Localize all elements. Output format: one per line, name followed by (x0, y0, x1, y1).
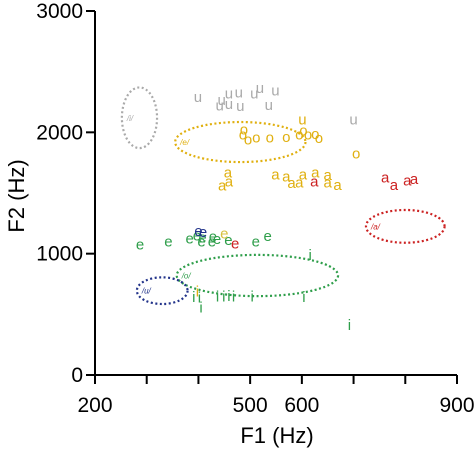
data-point: u (215, 97, 223, 114)
data-point: e (198, 230, 206, 247)
data-point: a (410, 171, 419, 188)
data-point: e (264, 228, 272, 245)
data-point: e (209, 229, 217, 246)
data-point: i (232, 288, 235, 305)
data-point: i (348, 317, 351, 334)
data-point: a (225, 174, 234, 191)
data-point: u (265, 97, 273, 114)
data-point: a (218, 177, 227, 194)
data-point: a (324, 167, 333, 184)
data-point: u (349, 112, 357, 129)
data-point: i (222, 288, 225, 305)
data-point: u (235, 84, 243, 101)
y-axis-label: F2 (Hz) (4, 159, 29, 232)
vowel-ellipse (135, 276, 189, 306)
data-point: i (199, 300, 202, 317)
data-point: e (194, 223, 202, 240)
data-point: i (302, 289, 305, 306)
data-point: o (282, 129, 290, 146)
data-point: a (271, 167, 280, 184)
data-point: u (250, 86, 258, 103)
data-point: a (282, 168, 291, 185)
x-axis-label: F1 (Hz) (240, 423, 313, 448)
data-point: e (208, 234, 216, 251)
data-point: i (251, 288, 254, 305)
vowel-ellipse (175, 253, 340, 298)
vowel-ellipse (120, 86, 159, 150)
y-tick-label: 2000 (36, 121, 83, 144)
y-tick-label: 0 (71, 364, 83, 387)
data-point: a (324, 174, 333, 191)
data-point: e (164, 234, 172, 251)
data-point: a (299, 167, 308, 184)
data-point: o (315, 130, 323, 147)
data-point: e (197, 234, 205, 251)
data-point: a (224, 164, 233, 181)
ellipse-label: /o/ (181, 272, 192, 281)
data-point: e (213, 231, 221, 248)
data-point: u (236, 98, 244, 115)
ellipse-label: /a/ (370, 222, 381, 231)
data-point: i (196, 283, 199, 300)
data-point: u (218, 92, 226, 109)
data-point: i (192, 289, 195, 306)
data-point: a (381, 170, 390, 187)
x-tick-label: 600 (284, 394, 319, 417)
data-point: u (256, 80, 264, 97)
ellipse-label: /i/ (126, 114, 134, 123)
data-point: o (299, 123, 307, 140)
data-point: e (231, 236, 239, 253)
data-point: o (352, 146, 360, 163)
data-point: u (298, 112, 306, 129)
ellipse-label: /e/ (179, 138, 190, 147)
vowel-ellipses: /i/ /e/ /a/ /o/ /u/ (120, 86, 446, 306)
data-point: u (225, 96, 233, 113)
data-point: i (227, 288, 230, 305)
y-tick-label: 3000 (36, 0, 83, 23)
axes: 0 1000 2000 3000 200 500 600 900 (36, 0, 474, 417)
data-point: o (240, 122, 248, 139)
data-point: a (287, 175, 296, 192)
data-point: o (266, 130, 274, 147)
data-point: u (225, 86, 233, 103)
data-point: e (252, 234, 260, 251)
data-point: i (198, 289, 201, 306)
data-point: o (304, 127, 312, 144)
data-point: a (390, 177, 399, 194)
data-point: e (193, 228, 201, 245)
data-point: u (194, 89, 202, 106)
data-point: i (216, 288, 219, 305)
vowel-ellipse (174, 120, 307, 164)
x-tick-label: 200 (77, 394, 112, 417)
data-point: e (224, 232, 232, 249)
data-point: e (136, 237, 144, 254)
ellipse-label: /u/ (141, 287, 152, 296)
y-tick-label: 1000 (36, 243, 83, 266)
data-point: o (239, 127, 247, 144)
data-point: i (308, 247, 311, 264)
data-point: u (271, 82, 279, 99)
vowel-ellipse (364, 208, 446, 244)
data-point: a (295, 174, 304, 191)
data-point: a (310, 173, 319, 190)
data-point: a (403, 173, 412, 190)
data-point: e (199, 224, 207, 241)
x-tick-label: 900 (439, 394, 474, 417)
data-point: a (311, 165, 320, 182)
data-point: a (333, 177, 342, 194)
data-point: e (220, 226, 228, 243)
data-point: o (252, 130, 260, 147)
data-point: e (185, 231, 193, 248)
x-tick-label: 500 (233, 394, 268, 417)
data-point: o (295, 127, 303, 144)
data-point: o (311, 126, 319, 143)
data-point: o (244, 132, 252, 149)
